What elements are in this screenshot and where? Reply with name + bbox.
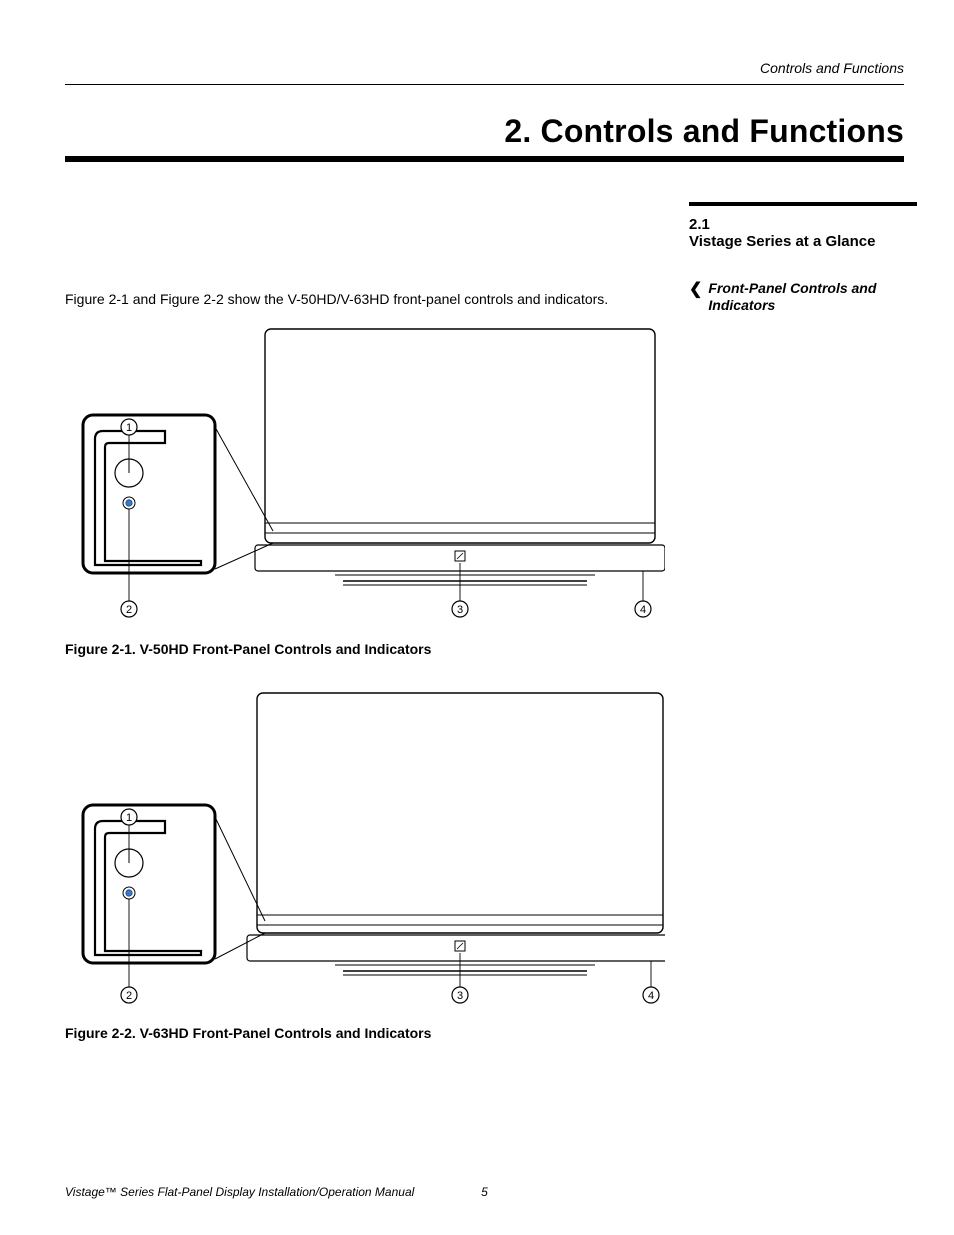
footer-text: Vistage™ Series Flat-Panel Display Insta… (65, 1185, 414, 1199)
tv-bezel (265, 329, 655, 543)
section-number: 2.1 (689, 216, 917, 233)
rule-thin-top (65, 84, 904, 85)
power-led-icon (126, 500, 132, 506)
callout-2-label: 2 (126, 990, 132, 1002)
tv-base-bar (247, 935, 665, 961)
tv-bezel (257, 693, 663, 933)
detail-panel (83, 415, 215, 573)
detail-panel (83, 805, 215, 963)
page-number: 5 (481, 1185, 488, 1199)
intro-paragraph: Figure 2-1 and Figure 2-2 show the V-50H… (65, 290, 665, 309)
callout-2-label: 2 (126, 604, 132, 616)
power-led-icon (126, 890, 132, 896)
callout-1-label: 1 (126, 422, 132, 434)
chapter-title: 2. Controls and Functions (65, 113, 904, 150)
callout-1-label: 1 (126, 812, 132, 824)
figure-2-2: 1 2 3 4 (65, 687, 665, 1007)
figure-2-1-svg: 1 2 3 4 (65, 323, 665, 623)
callout-4-label: 4 (640, 604, 646, 616)
margin-label-text: Front-Panel Controls and Indicators (708, 280, 917, 315)
section-heading: 2.1 Vistage Series at a Glance (689, 202, 917, 252)
figure-2-2-svg: 1 2 3 4 (65, 687, 665, 1007)
section-title: Vistage Series at a Glance (689, 233, 917, 252)
figure-2-1-caption: Figure 2-1. V-50HD Front-Panel Controls … (65, 641, 665, 657)
rule-thick (65, 156, 904, 162)
callout-4-label: 4 (648, 990, 654, 1002)
callout-3-label: 3 (457, 990, 463, 1002)
running-head: Controls and Functions (65, 60, 904, 76)
margin-label: ❮ Front-Panel Controls and Indicators (689, 280, 917, 315)
arrow-left-icon: ❮ (689, 280, 702, 299)
callout-3-label: 3 (457, 604, 463, 616)
figure-2-1: 1 2 3 4 (65, 323, 665, 623)
figure-2-2-caption: Figure 2-2. V-63HD Front-Panel Controls … (65, 1025, 665, 1041)
